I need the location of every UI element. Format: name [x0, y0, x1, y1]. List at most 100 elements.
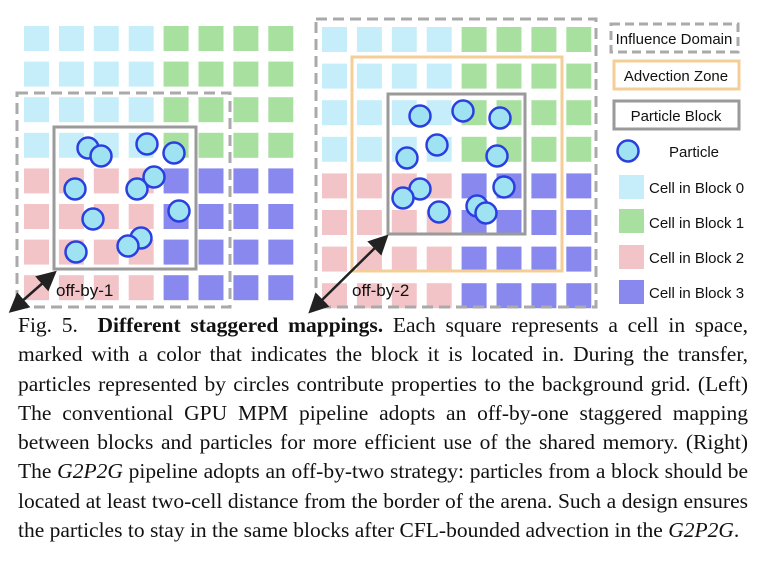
left-grid-cell [163, 275, 189, 301]
right-grid-cell [461, 173, 487, 199]
left-particle-block-frame [52, 125, 198, 271]
left-grid-cell [24, 26, 49, 51]
particle-circle [135, 132, 159, 156]
particle-circle [395, 146, 419, 170]
left-grid-cell [163, 61, 189, 87]
left-grid-cell [233, 26, 259, 51]
right-grid-cell [391, 210, 417, 235]
legend-advection-zone-swatch [612, 59, 741, 91]
left-grid-cell [93, 61, 119, 87]
particle-circle [125, 177, 149, 201]
right-grid-cell [461, 136, 487, 162]
right-grid-cell [426, 283, 452, 309]
left-grid-cell [93, 239, 119, 265]
caption-fig-label: Fig. 5. [18, 313, 78, 337]
caption-text-2: pipeline adopts an off-by-two strategy: … [18, 459, 748, 543]
particles [63, 99, 516, 264]
legend-block2-swatch [619, 245, 644, 269]
right-grid-cell [496, 246, 522, 272]
legend-block0-label: Cell in Block 0 [649, 180, 744, 197]
left-grid-cell [233, 61, 259, 87]
figure-caption: Fig. 5. Different staggered mappings. Ea… [18, 311, 748, 545]
caption-text-1: Each square represents a cell in space, … [18, 313, 748, 484]
left-grid-cell [233, 204, 259, 229]
legend-advection-zone-label: Advection Zone [624, 68, 728, 85]
particle-circle [63, 177, 87, 201]
particle-circle [408, 104, 432, 128]
legend-influence-domain-swatch [609, 22, 740, 54]
left-grid-cell [198, 132, 224, 158]
left-grid-cell [163, 239, 189, 265]
left-offset-arrow [8, 270, 57, 313]
right-particle-block-frame [386, 92, 527, 236]
particle-circle [391, 186, 415, 210]
right-grid-cell [322, 173, 347, 199]
left-grid-cell [233, 275, 259, 301]
left-grid-cell [58, 275, 84, 301]
left-grid-cell [58, 26, 84, 51]
right-grid-cell [496, 210, 522, 235]
left-grid-cell [268, 168, 294, 194]
right-grid-cell [496, 283, 522, 309]
left-grid-cell [93, 168, 119, 194]
left-grid-cell [163, 168, 189, 194]
legend-particle-block-label: Particle Block [631, 108, 722, 125]
left-grid-cell [128, 204, 154, 229]
particle-circle [116, 234, 140, 258]
particle-circle [488, 106, 512, 130]
right-offset-arrow [308, 234, 389, 314]
left-grid-cell [233, 132, 259, 158]
left-grid-cell [58, 61, 84, 87]
legend-influence-domain-label: Influence Domain [616, 31, 733, 48]
left-cell-grid [24, 26, 294, 301]
caption-title: Different staggered mappings. [97, 313, 384, 337]
left-grid-cell [93, 97, 119, 123]
left-grid-cell [233, 97, 259, 123]
particle-circle [162, 141, 186, 165]
right-grid-cell [461, 246, 487, 272]
right-grid-cell [461, 63, 487, 89]
right-influence-domain-frame [314, 17, 598, 309]
right-grid-cell [426, 63, 452, 89]
right-offset-label: off-by-2 [352, 281, 409, 300]
right-grid-cell [356, 173, 382, 199]
left-grid-cell [268, 275, 294, 301]
right-grid-cell [531, 27, 557, 52]
legend-particle-block-swatch [612, 99, 741, 131]
left-grid-cell [24, 204, 49, 229]
legend: Influence Domain Advection Zone Particle… [609, 22, 744, 304]
right-grid-cell [391, 27, 417, 52]
left-grid-cell [268, 26, 294, 51]
right-grid-cell [356, 63, 382, 89]
right-grid-cell [531, 100, 557, 126]
particle-circle [492, 175, 516, 199]
right-grid-cell [531, 283, 557, 309]
left-grid-cell [128, 97, 154, 123]
left-grid-cell [268, 61, 294, 87]
right-grid-cell [531, 246, 557, 272]
left-grid-cell [268, 97, 294, 123]
left-grid-cell [128, 275, 154, 301]
right-grid-cell [322, 63, 347, 89]
left-grid-cell [198, 204, 224, 229]
right-grid-cell [566, 63, 592, 89]
left-grid-cell [24, 168, 49, 194]
right-cell-grid [322, 27, 592, 309]
legend-block3-label: Cell in Block 3 [649, 285, 744, 302]
left-grid-cell [198, 168, 224, 194]
right-grid-cell [566, 283, 592, 309]
left-grid-cell [198, 97, 224, 123]
particle-circle [451, 99, 475, 123]
left-grid-cell [163, 26, 189, 51]
left-grid-cell [198, 275, 224, 301]
right-grid-cell [426, 27, 452, 52]
right-grid-cell [322, 27, 347, 52]
particle-circle [167, 199, 191, 223]
left-grid-cell [198, 239, 224, 265]
left-grid-cell [268, 204, 294, 229]
particle-circle [142, 165, 166, 189]
right-grid-cell [356, 100, 382, 126]
left-grid-cell [268, 239, 294, 265]
right-grid-cell [356, 210, 382, 235]
caption-g2p2g-1: G2P2G [57, 459, 123, 484]
